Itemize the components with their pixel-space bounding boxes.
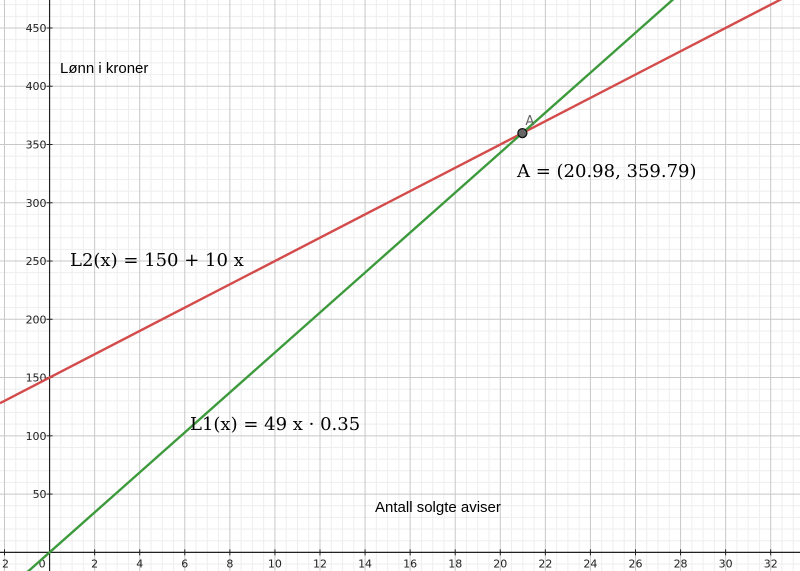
x-tick-label: 20 (493, 557, 507, 570)
point-a-marker (517, 127, 528, 139)
intersection-point-group[interactable]: A (517, 114, 535, 139)
x-tick-label: 2 (91, 557, 98, 570)
x-tick-label: 14 (358, 557, 372, 570)
x-tick-labels: 2 0 2 4 6 8 10 12 14 16 18 20 22 24 26 28 30 32 (2, 557, 778, 570)
y-tick-label: 250 (26, 255, 47, 268)
x-tick-label: 32 (764, 557, 778, 570)
x-tick-label: 2 (2, 557, 9, 570)
x-tick-label: 22 (538, 557, 552, 570)
y-tick-label: 400 (26, 80, 47, 93)
x-tick-label: 16 (403, 557, 417, 570)
series-line-l2 (0, 0, 783, 405)
x-axis-label: Antall solgte aviser (375, 499, 501, 516)
x-tick-label: 6 (181, 557, 188, 570)
x-tick-label: 8 (226, 557, 233, 570)
point-a-coordinates: A = (20.98, 359.79) (516, 161, 697, 182)
x-tick-label: 18 (448, 557, 462, 570)
y-tick-label: 300 (26, 197, 47, 210)
x-tick-label: 12 (313, 557, 327, 570)
y-tick-label: 150 (26, 372, 47, 385)
point-a-label: A (525, 114, 534, 129)
x-tick-label: 28 (674, 557, 688, 570)
x-tick-label: 24 (583, 557, 597, 570)
y-tick-label: 450 (26, 22, 47, 35)
y-tick-label: 50 (33, 488, 47, 501)
x-tick-label: 0 (39, 557, 46, 570)
y-tick-label: 200 (26, 313, 47, 326)
series-label-l1: L1(x) = 49 x · 0.35 (190, 414, 360, 435)
y-tick-labels: 50 100 150 200 250 300 350 400 450 (26, 22, 47, 501)
x-tick-label: 10 (268, 557, 282, 570)
y-tick-label: 100 (26, 430, 47, 443)
series-label-l2: L2(x) = 150 + 10 x (70, 250, 244, 271)
x-tick-label: 26 (628, 557, 642, 570)
y-axis-label: Lønn i kroner (60, 60, 148, 77)
x-tick-label: 4 (136, 557, 143, 570)
x-tick-label: 30 (719, 557, 733, 570)
y-tick-label: 350 (26, 138, 47, 151)
